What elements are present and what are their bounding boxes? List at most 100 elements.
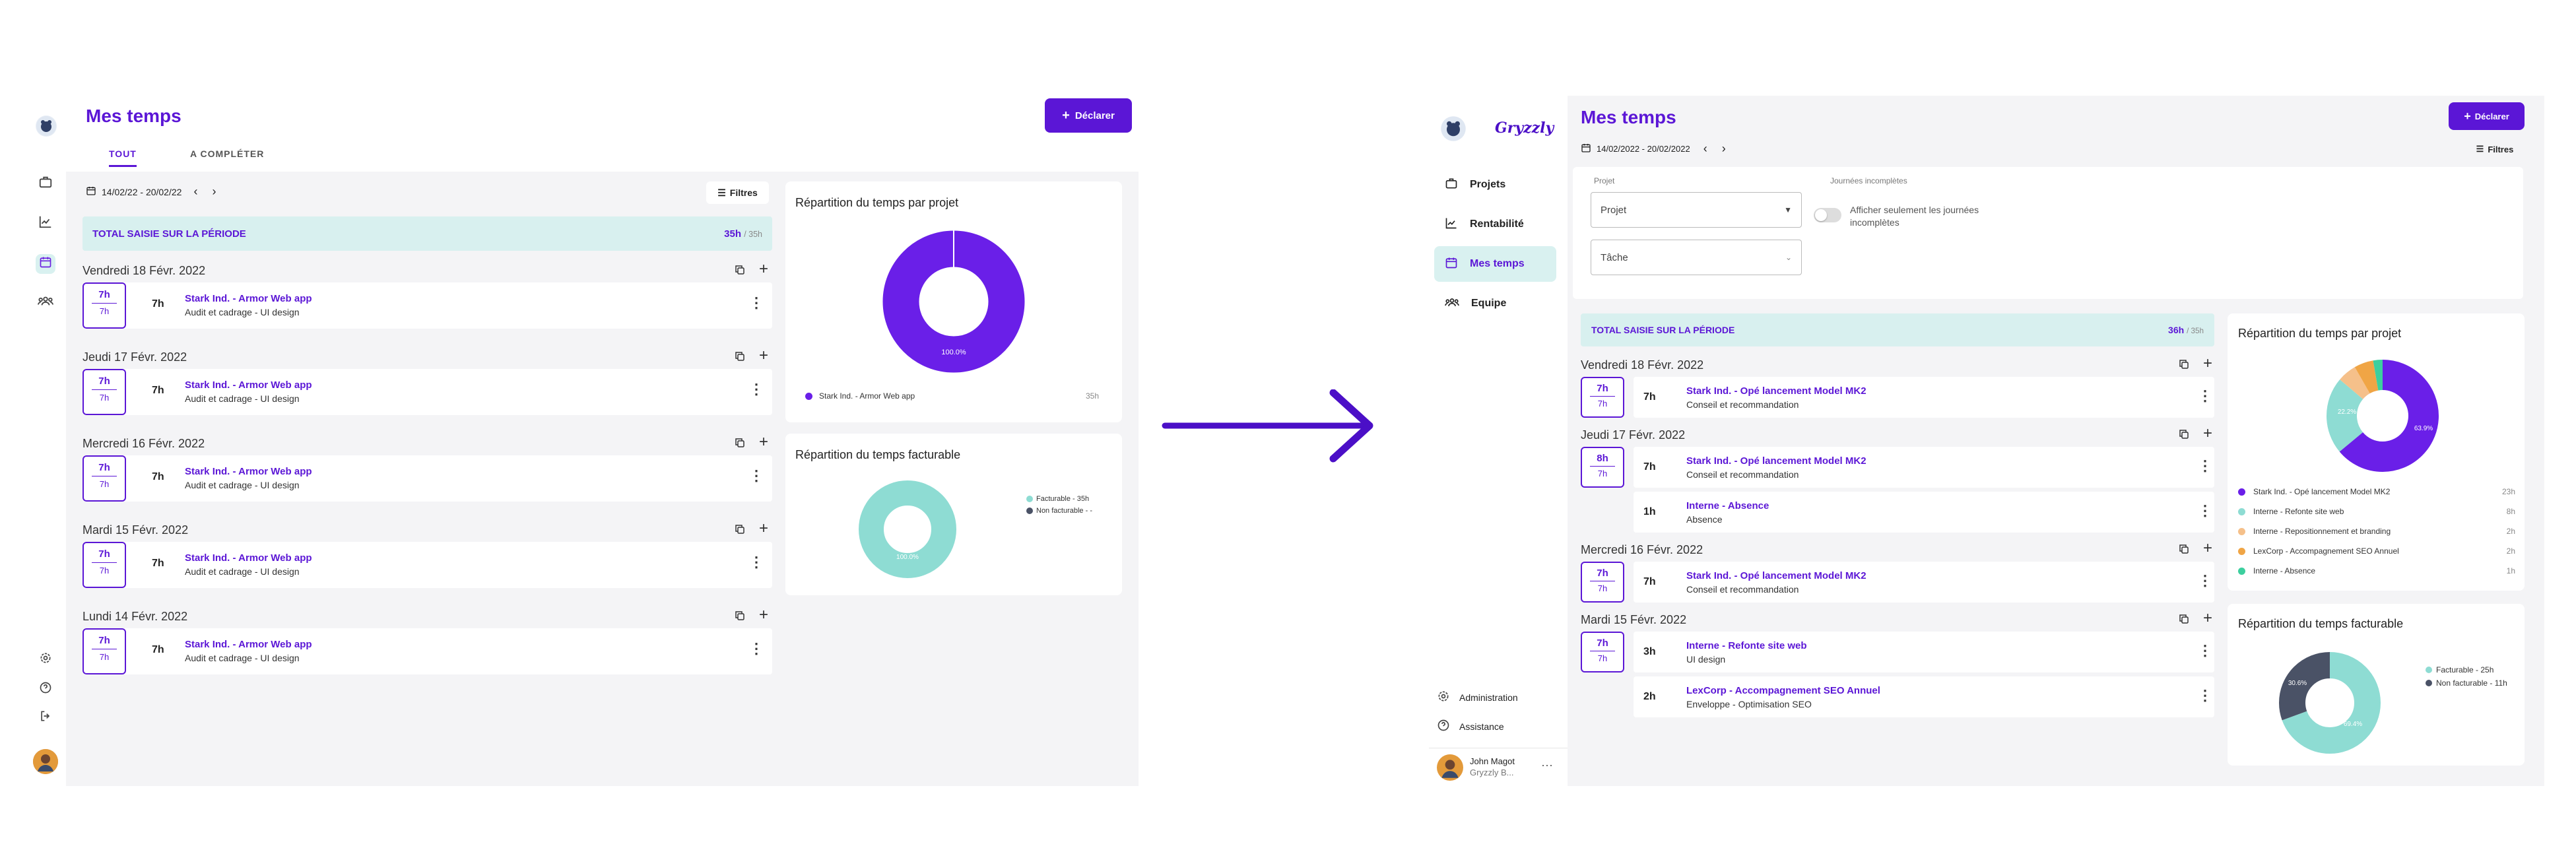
add-entry-icon[interactable]: + [2203, 354, 2213, 372]
add-entry-icon[interactable]: + [759, 260, 769, 278]
declare-button[interactable]: + Déclarer [1045, 98, 1132, 133]
copy-icon[interactable] [734, 523, 746, 539]
more-vertical-icon[interactable]: ⋮ [2198, 502, 2212, 519]
more-vertical-icon[interactable]: ⋮ [749, 554, 764, 570]
sidebar-item-label: Rentabilité [1470, 218, 1524, 230]
more-vertical-icon[interactable]: ⋮ [2198, 387, 2212, 404]
copy-icon[interactable] [734, 610, 746, 625]
sidebar-item-assistance[interactable]: Assistance [1437, 719, 1504, 734]
filters-button[interactable]: ☰ Filtres [2465, 139, 2525, 159]
add-entry-icon[interactable]: + [2203, 424, 2213, 442]
legend-value: 8h [2506, 507, 2515, 516]
add-entry-icon[interactable]: + [2203, 609, 2213, 627]
sidebar-item-administration[interactable]: Administration [1437, 690, 1518, 705]
more-vertical-icon[interactable]: ⋮ [2198, 687, 2212, 704]
hours-box[interactable]: 7h 7h [83, 369, 126, 415]
chevron-right-icon[interactable]: › [212, 185, 216, 198]
add-entry-icon[interactable]: + [759, 433, 769, 451]
more-vertical-icon[interactable]: ⋮ [749, 294, 764, 311]
more-vertical-icon[interactable]: ⋮ [2198, 572, 2212, 589]
logout-icon[interactable] [36, 708, 55, 728]
team-icon[interactable] [36, 294, 55, 313]
hours-box[interactable]: 7h 7h [83, 542, 126, 588]
incomplete-toggle[interactable] [1814, 208, 1841, 222]
list-item[interactable]: 7h Stark Ind. - Opé lancement Model MK2 Co… [1634, 562, 2214, 603]
entry-project[interactable]: Stark Ind. - Armor Web app [185, 552, 312, 564]
list-item[interactable]: 7h 7h 7h Stark Ind. - Armor Web app Audit et… [83, 542, 772, 588]
hours-box[interactable]: 7h 7h [83, 282, 126, 329]
before-screenshot: Mes temps + Déclarer TOUT A COMPLÉTER 14… [26, 96, 1139, 786]
entry-project[interactable]: Stark Ind. - Opé lancement Model MK2 [1686, 385, 1866, 397]
help-icon[interactable] [36, 680, 55, 700]
date-range-picker[interactable]: 14/02/22 - 20/02/22 ‹ › [86, 185, 216, 199]
more-vertical-icon[interactable]: ⋮ [2198, 457, 2212, 474]
projet-select[interactable]: Projet ▼ [1591, 192, 1802, 228]
gear-icon[interactable] [36, 650, 55, 670]
entry-project[interactable]: Stark Ind. - Armor Web app [185, 293, 312, 304]
copy-icon[interactable] [2178, 543, 2190, 558]
declare-button[interactable]: + Déclarer [2449, 102, 2525, 130]
chevron-left-icon[interactable]: ‹ [193, 185, 198, 198]
entry-project[interactable]: Interne - Refonte site web [1686, 640, 1807, 651]
entry-project[interactable]: Stark Ind. - Opé lancement Model MK2 [1686, 570, 1866, 581]
chevron-right-icon[interactable]: › [1721, 142, 1726, 155]
hours-box[interactable]: 7h 7h [83, 455, 126, 502]
entry-project[interactable]: Stark Ind. - Armor Web app [185, 379, 312, 391]
add-entry-icon[interactable]: + [759, 606, 769, 624]
sidebar-item-mes-temps[interactable]: Mes temps [1434, 246, 1556, 282]
sidebar-item-rentabilite[interactable]: Rentabilité [1434, 207, 1556, 242]
entry-project[interactable]: Stark Ind. - Armor Web app [185, 466, 312, 477]
copy-icon[interactable] [2178, 428, 2190, 443]
chart-line-icon[interactable] [36, 214, 55, 234]
add-entry-icon[interactable]: + [2203, 539, 2213, 557]
list-item[interactable]: 7h Stark Ind. - Opé lancement Model MK2 Co… [1634, 377, 2214, 418]
briefcase-icon[interactable] [36, 175, 55, 195]
hours-box[interactable]: 8h 7h [1581, 447, 1624, 488]
avatar[interactable] [33, 749, 58, 774]
tache-select[interactable]: Tâche ⌄ [1591, 240, 1802, 275]
entry-project[interactable]: Interne - Absence [1686, 500, 1769, 511]
add-entry-icon[interactable]: + [759, 346, 769, 364]
chevron-left-icon[interactable]: ‹ [1703, 142, 1707, 155]
hours-box[interactable]: 7h 7h [1581, 562, 1624, 603]
avatar[interactable] [1437, 754, 1463, 781]
more-icon[interactable]: ··· [1541, 758, 1553, 771]
filters-button[interactable]: ☰ Filtres [706, 181, 769, 204]
calendar-icon[interactable] [36, 254, 55, 274]
entry-project[interactable]: Stark Ind. - Opé lancement Model MK2 [1686, 455, 1866, 467]
donut-slice [2327, 360, 2439, 472]
day-label: Jeudi 17 Févr. 2022 [83, 350, 187, 364]
list-item[interactable]: 7h 7h 7h Stark Ind. - Armor Web app Audit et… [83, 455, 772, 502]
more-vertical-icon[interactable]: ⋮ [749, 381, 764, 397]
date-range-picker[interactable]: 14/02/2022 - 20/02/2022 ‹ › [1581, 142, 1726, 156]
list-item[interactable]: 7h 7h 7h Stark Ind. - Armor Web app Audit et… [83, 628, 772, 674]
list-item[interactable]: 2h LexCorp - Accompagnement SEO Annuel Env… [1634, 676, 2214, 717]
list-item[interactable]: 7h 7h 7h Stark Ind. - Armor Web app Audit et… [83, 282, 772, 329]
more-vertical-icon[interactable]: ⋮ [749, 467, 764, 484]
copy-icon[interactable] [734, 264, 746, 279]
entry-project[interactable]: LexCorp - Accompagnement SEO Annuel [1686, 685, 1880, 696]
sidebar-item-projets[interactable]: Projets [1434, 167, 1556, 203]
copy-icon[interactable] [734, 437, 746, 452]
hours-box[interactable]: 7h 7h [1581, 632, 1624, 672]
hours-box[interactable]: 7h 7h [83, 628, 126, 674]
team-icon [1445, 296, 1459, 312]
list-item[interactable]: 7h Stark Ind. - Opé lancement Model MK2 Co… [1634, 447, 2214, 488]
tab-a-completer[interactable]: A COMPLÉTER [190, 148, 265, 159]
list-item[interactable]: 3h Interne - Refonte site web UI design ⋮ [1634, 632, 2214, 672]
sidebar-item-equipe[interactable]: Equipe [1434, 286, 1556, 321]
tab-tout[interactable]: TOUT [109, 148, 137, 167]
more-vertical-icon[interactable]: ⋮ [749, 640, 764, 657]
hours-box-expected: 7h [99, 479, 110, 489]
hours-box[interactable]: 7h 7h [1581, 377, 1624, 418]
add-entry-icon[interactable]: + [759, 519, 769, 537]
copy-icon[interactable] [2178, 358, 2190, 374]
entry-project[interactable]: Stark Ind. - Armor Web app [185, 639, 312, 650]
more-vertical-icon[interactable]: ⋮ [2198, 642, 2212, 659]
legend-item: Facturable - 25h [2426, 663, 2507, 676]
copy-icon[interactable] [734, 350, 746, 366]
list-item[interactable]: 7h 7h 7h Stark Ind. - Armor Web app Audit et… [83, 369, 772, 415]
legend-value: 2h [2506, 546, 2515, 556]
list-item[interactable]: 1h Interne - Absence Absence ⋮ [1634, 492, 2214, 533]
copy-icon[interactable] [2178, 613, 2190, 628]
